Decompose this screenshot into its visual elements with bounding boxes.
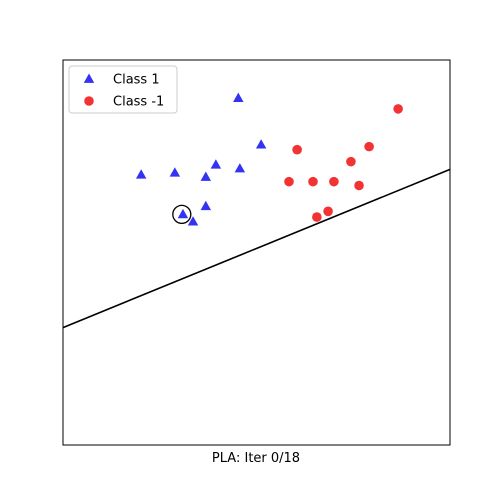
class-neg-1-point <box>364 141 374 152</box>
class-neg-1-point <box>329 176 339 187</box>
legend-label: Class -1 <box>113 95 164 110</box>
class-1-point <box>234 163 246 173</box>
class-neg-1-point <box>308 176 318 187</box>
axes-frame <box>62 59 451 446</box>
legend-label: Class 1 <box>113 73 160 88</box>
class-1-point <box>177 208 189 219</box>
class-1-point <box>169 167 181 177</box>
class-neg-1-point <box>292 144 302 155</box>
legend-entries: Class 1 Class -1 <box>83 73 164 110</box>
class-1-point <box>135 169 147 179</box>
legend-marker <box>83 73 95 83</box>
highlighted-point-ring <box>172 204 192 225</box>
legend: Class 1 Class -1 <box>68 65 178 114</box>
class-neg-1-point <box>284 176 294 187</box>
class-1-point <box>255 139 267 149</box>
class-1-point <box>233 92 244 102</box>
class-1-point <box>200 171 212 181</box>
class-neg-1-point <box>354 180 364 191</box>
class-neg-1-point <box>312 212 322 222</box>
class-neg-1-point <box>346 156 356 167</box>
class-1-point <box>210 159 222 169</box>
decision-boundary-line <box>63 168 450 329</box>
class-neg-1-point <box>323 206 333 217</box>
x-axis-label: PLA: Iter 0/18 <box>212 451 300 466</box>
class-neg-1-point <box>393 104 403 114</box>
legend-marker <box>84 96 94 106</box>
series-class-1 <box>135 92 267 226</box>
class-1-point <box>187 216 199 226</box>
series-class-neg-1 <box>284 104 403 222</box>
plot-layer <box>63 92 450 329</box>
class-1-point <box>200 200 212 211</box>
legend-box <box>68 65 178 114</box>
